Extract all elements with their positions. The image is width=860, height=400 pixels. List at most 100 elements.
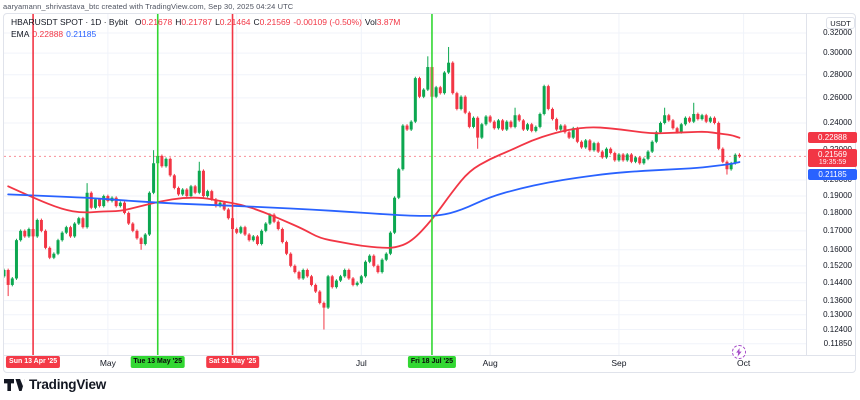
candle-body bbox=[546, 86, 550, 109]
ema-slow-line[interactable] bbox=[7, 161, 741, 217]
candle-body bbox=[268, 214, 272, 224]
event-lightning-icon[interactable] bbox=[732, 345, 746, 359]
lightning-bolt-glyph bbox=[736, 347, 742, 357]
change-value: -0.00109 (-0.50%) bbox=[293, 17, 362, 27]
candle-body bbox=[14, 240, 18, 279]
candle-body bbox=[642, 158, 646, 164]
candle-body bbox=[226, 209, 230, 219]
candle-body bbox=[388, 232, 392, 254]
candle-body bbox=[235, 229, 239, 233]
currency-unit-box[interactable]: USDT bbox=[826, 17, 855, 29]
candle-body bbox=[538, 113, 542, 127]
candle-body bbox=[671, 120, 675, 129]
candle-body bbox=[634, 157, 638, 162]
time-tick-label: Sep bbox=[611, 358, 627, 368]
candle-body bbox=[314, 284, 318, 292]
candle-body bbox=[135, 230, 139, 239]
candle-body bbox=[77, 218, 81, 224]
event-date-badge[interactable]: Sun 13 Apr '25 bbox=[6, 356, 61, 368]
candle-body bbox=[68, 227, 72, 237]
price-axis-separator bbox=[806, 14, 807, 355]
candle-body bbox=[509, 121, 513, 127]
candle-body bbox=[725, 161, 729, 170]
tradingview-logo[interactable]: TradingView bbox=[4, 377, 106, 392]
candle-body bbox=[559, 125, 563, 130]
price-tick-label: 0.13000 bbox=[823, 309, 852, 319]
candle-body bbox=[60, 232, 64, 241]
candle-body bbox=[118, 202, 122, 207]
candle-body bbox=[555, 119, 559, 130]
candle-body bbox=[496, 120, 500, 129]
close-value: 0.21569 bbox=[259, 17, 291, 27]
candle-body bbox=[384, 253, 388, 260]
candle-body bbox=[588, 140, 592, 151]
candle-body bbox=[675, 128, 679, 133]
candle-body bbox=[326, 276, 330, 308]
candle-body bbox=[575, 128, 579, 142]
price-badge: 0.21185 bbox=[808, 169, 857, 181]
high-label: H bbox=[175, 17, 182, 27]
candle-body bbox=[255, 236, 259, 244]
candle-body bbox=[23, 230, 27, 237]
candle-body bbox=[264, 223, 268, 231]
candle-body bbox=[164, 158, 168, 167]
candle-body bbox=[81, 218, 85, 228]
candle-body bbox=[530, 124, 534, 131]
candle-body bbox=[521, 120, 525, 130]
candle-body bbox=[168, 158, 172, 176]
price-tick-label: 0.16000 bbox=[823, 244, 852, 254]
candle-body bbox=[339, 276, 343, 281]
candle-body bbox=[206, 191, 210, 197]
candle-body bbox=[517, 115, 521, 121]
candle-body bbox=[625, 154, 629, 161]
price-tick-label: 0.18000 bbox=[823, 207, 852, 217]
volume-label: Vol bbox=[364, 17, 377, 27]
candle-body bbox=[617, 154, 621, 161]
candle-body bbox=[52, 253, 56, 258]
time-tick-label: May bbox=[99, 358, 116, 368]
candle-body bbox=[422, 89, 426, 97]
price-tick-label: 0.28000 bbox=[823, 69, 852, 79]
price-tick-label: 0.14400 bbox=[823, 277, 852, 287]
event-date-badge[interactable]: Fri 18 Jul '25 bbox=[407, 356, 457, 368]
candle-body bbox=[131, 223, 135, 231]
high-value: 0.21787 bbox=[181, 17, 213, 27]
candle-body bbox=[376, 265, 380, 273]
candle-body bbox=[372, 255, 376, 266]
candle-body bbox=[280, 229, 284, 243]
candle-body bbox=[73, 223, 77, 237]
candle-body bbox=[64, 227, 68, 233]
event-date-badge[interactable]: Tue 13 May '25 bbox=[130, 356, 186, 368]
plot-area[interactable] bbox=[3, 14, 807, 355]
price-tick-label: 0.32000 bbox=[823, 27, 852, 37]
candle-body bbox=[355, 282, 359, 285]
price-badge: 0.22888 bbox=[808, 132, 857, 144]
price-tick-label: 0.19000 bbox=[823, 191, 852, 201]
open-value: 0.21678 bbox=[141, 17, 173, 27]
candle-body bbox=[663, 115, 667, 123]
ema-fast-line[interactable] bbox=[7, 126, 741, 249]
candle-body bbox=[733, 154, 737, 164]
candle-body bbox=[147, 192, 151, 235]
candle-body bbox=[239, 227, 243, 233]
candle-body bbox=[667, 115, 671, 121]
candle-body bbox=[152, 163, 156, 193]
volume-value: 3.87M bbox=[376, 17, 401, 27]
candle-body bbox=[413, 78, 417, 122]
price-badge: 0.21569 19:35:59 bbox=[808, 148, 857, 167]
candle-body bbox=[584, 140, 588, 148]
candle-body bbox=[334, 280, 338, 288]
candle-body bbox=[127, 212, 131, 224]
candle-body bbox=[721, 148, 725, 162]
candlestick-series bbox=[4, 46, 741, 330]
candle-body bbox=[638, 157, 642, 164]
event-date-badge[interactable]: Sat 31 May '25 bbox=[205, 356, 260, 368]
candle-body bbox=[563, 125, 567, 133]
candle-body bbox=[737, 154, 741, 157]
candle-body bbox=[309, 276, 313, 285]
candle-body bbox=[201, 170, 205, 197]
low-label: L bbox=[215, 17, 220, 27]
candle-body bbox=[692, 113, 696, 122]
candle-body bbox=[44, 230, 48, 248]
